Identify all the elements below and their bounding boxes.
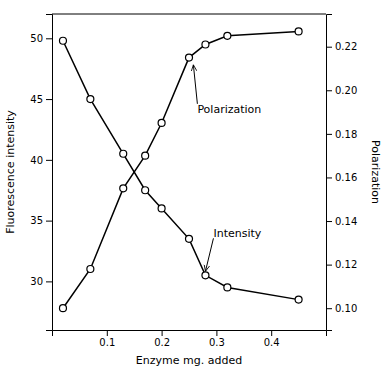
y2-axis-tick: 0.16 (326, 172, 357, 183)
annotations: Polarization Intensity (193, 65, 261, 271)
y2-axis-line (327, 15, 333, 331)
series-point (87, 96, 94, 103)
series-point (142, 187, 149, 194)
y2-axis-tick-mark (326, 90, 332, 91)
y2-axis-title: Polarization (369, 140, 382, 204)
y2-axis-tick: 0.10 (326, 303, 357, 314)
series-point (295, 28, 302, 35)
y2-axis-tick-mark (326, 134, 332, 135)
x-axis-tick-label: 0.2 (154, 337, 170, 348)
series-point (120, 150, 127, 157)
annotation-text: Polarization (197, 103, 261, 116)
x-axis-tick-label: 0.3 (209, 337, 225, 348)
y-axis-tick-label: 45 (30, 94, 43, 105)
y-axis: 30 35 40 45 50 (30, 15, 52, 331)
series-point (158, 119, 165, 126)
chart: 0.10.20.30.430354045500.100.120.140.160.… (0, 0, 384, 372)
series-point (186, 54, 193, 61)
x-axis-tick-mark (271, 330, 272, 336)
plot-area: 0.10.20.30.430354045500.100.120.140.160.… (30, 14, 357, 348)
y-axis-tick-mark (46, 38, 52, 39)
y-axis-tick-label: 50 (30, 33, 43, 44)
y-axis-line (46, 15, 53, 331)
y-axis-title: Fluorescence intensity (4, 110, 17, 234)
series-point (186, 235, 193, 242)
series-point (120, 185, 127, 192)
y-axis-tick-mark (46, 281, 52, 282)
y2-axis-tick-mark (326, 221, 332, 222)
x-axis: 0.1 0.2 0.3 0.4 (53, 330, 327, 348)
marks (59, 28, 302, 312)
series-point (142, 152, 149, 159)
y2-axis-tick-mark (326, 177, 332, 178)
series-point (202, 41, 209, 48)
y-axis-tick: 35 (30, 215, 52, 226)
x-axis-tick-mark (162, 330, 163, 336)
y2-axis-tick: 0.22 (326, 41, 357, 52)
y2-axis-tick-mark (326, 308, 332, 309)
x-axis-tick-label: 0.1 (99, 337, 115, 348)
y2-axis-tick: 0.18 (326, 129, 357, 140)
x-axis-tick-mark (107, 330, 108, 336)
x-axis-line (53, 331, 327, 337)
x-axis-tick: 0.3 (209, 330, 225, 348)
y2-axis-tick: 0.20 (326, 85, 357, 96)
x-axis-tick: 0.4 (264, 330, 280, 348)
x-axis-tick: 0.1 (99, 330, 115, 348)
y2-axis-tick: 0.14 (326, 216, 357, 227)
y-axis-tick-label: 35 (30, 215, 43, 226)
x-axis-title: Enzyme mg. added (136, 354, 242, 367)
series-point (87, 265, 94, 272)
x-axis-tick-label: 0.4 (264, 337, 280, 348)
y-axis-tick: 30 (30, 276, 52, 287)
series-point (224, 32, 231, 39)
y-axis-tick-mark (46, 160, 52, 161)
series-point (295, 296, 302, 303)
annotation-arrow (205, 238, 213, 271)
y2-axis-tick-label: 0.10 (335, 303, 357, 314)
y2-axis-tick-mark (326, 265, 332, 266)
y-axis-tick-label: 30 (30, 276, 43, 287)
y2-axis-tick-label: 0.14 (335, 216, 357, 227)
annotation-text: Intensity (213, 227, 261, 240)
series-point (224, 284, 231, 291)
y-axis-tick: 40 (30, 155, 52, 166)
y-axis-tick-mark (46, 221, 52, 222)
y-axis-tick-mark (46, 99, 52, 100)
y2-axis: 0.10 0.12 0.14 0.16 0.18 0.20 0.22 (326, 15, 357, 331)
series-line (63, 41, 299, 300)
y2-axis-tick-mark (326, 47, 332, 48)
y-axis-tick: 50 (30, 33, 52, 44)
x-axis-tick: 0.2 (154, 330, 170, 348)
annotation-arrow (193, 65, 197, 104)
plot-frame-top (52, 14, 326, 15)
series-point (59, 37, 66, 44)
series-point (202, 272, 209, 279)
y2-axis-tick: 0.12 (326, 259, 357, 270)
y-axis-tick: 45 (30, 94, 52, 105)
y2-axis-tick-label: 0.22 (335, 41, 357, 52)
y2-axis-tick-label: 0.20 (335, 85, 357, 96)
x-axis-tick-mark (216, 330, 217, 336)
y2-axis-tick-label: 0.16 (335, 172, 357, 183)
y-axis-tick-label: 40 (30, 155, 43, 166)
series-point (59, 305, 66, 312)
series-point (158, 205, 165, 212)
series-line (63, 31, 299, 308)
y2-axis-tick-label: 0.18 (335, 129, 357, 140)
y2-axis-tick-label: 0.12 (335, 259, 357, 270)
